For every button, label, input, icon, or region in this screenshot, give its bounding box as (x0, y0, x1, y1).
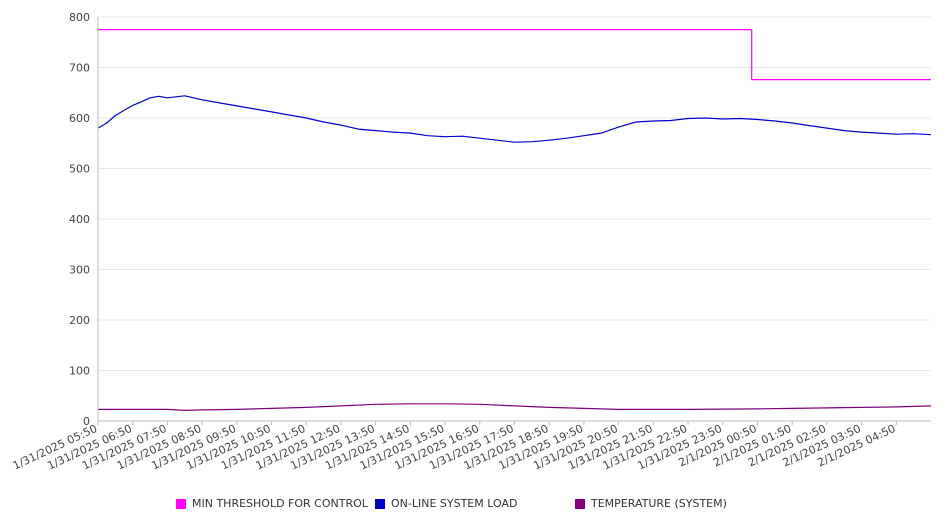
series-line-system-load (97, 95, 932, 143)
y-tick-label-700: 700 (69, 62, 90, 75)
y-tick-label-100: 100 (69, 365, 90, 378)
x-axis-ticks: 1/31/2025 05:501/31/2025 06:501/31/2025 … (11, 421, 898, 472)
gridlines (98, 16, 931, 371)
y-tick-label-0: 0 (83, 415, 90, 428)
legend-label-temperature: TEMPERATURE (SYSTEM) (591, 497, 727, 510)
legend-item-system-load[interactable]: ON-LINE SYSTEM LOAD (375, 497, 517, 510)
legend-item-min-threshold[interactable]: MIN THRESHOLD FOR CONTROL (176, 497, 368, 510)
y-tick-label-800: 800 (69, 11, 90, 24)
y-tick-label-600: 600 (69, 112, 90, 125)
legend: MIN THRESHOLD FOR CONTROL ON-LINE SYSTEM… (0, 497, 946, 515)
y-tick-label-400: 400 (69, 213, 90, 226)
y-tick-label-200: 200 (69, 314, 90, 327)
legend-swatch-system-load (375, 498, 385, 509)
y-axis-ticks: 0 100 200 300 400 500 600 700 800 (69, 11, 90, 428)
legend-swatch-min-threshold (176, 498, 186, 509)
y-tick-label-500: 500 (69, 163, 90, 176)
series-line-temperature (98, 403, 932, 411)
legend-item-temperature[interactable]: TEMPERATURE (SYSTEM) (575, 497, 727, 510)
series-lines (97, 29, 932, 411)
legend-label-system-load: ON-LINE SYSTEM LOAD (391, 497, 518, 510)
series-line-min-threshold (98, 29, 931, 81)
y-tick-label-300: 300 (69, 264, 90, 277)
legend-swatch-temperature (575, 498, 585, 509)
legend-label-min-threshold: MIN THRESHOLD FOR CONTROL (192, 497, 368, 510)
